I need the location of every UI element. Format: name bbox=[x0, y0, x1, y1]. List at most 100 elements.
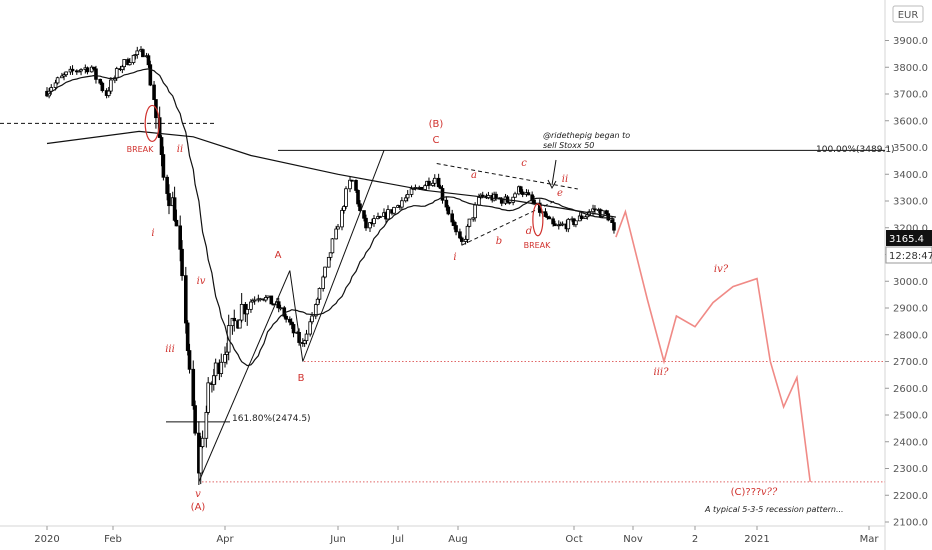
candle-body bbox=[432, 177, 437, 184]
moving-average-slow bbox=[46, 130, 616, 218]
candle-body bbox=[85, 67, 90, 73]
candle-body bbox=[600, 210, 605, 217]
candle-body bbox=[409, 188, 414, 195]
candle-body bbox=[543, 211, 548, 217]
candle-body bbox=[120, 66, 125, 70]
projection bbox=[615, 209, 811, 483]
candle-body bbox=[431, 182, 435, 186]
y-tick-label: 2200.0 bbox=[893, 491, 928, 502]
y-tick-label: 2800.0 bbox=[893, 330, 928, 341]
candle-body bbox=[148, 64, 153, 86]
x-tick-label: 2020 bbox=[34, 534, 59, 545]
wave-b-line bbox=[289, 270, 304, 362]
drawings bbox=[144, 104, 578, 483]
y-tick-label: 2700.0 bbox=[893, 357, 928, 368]
y-tick-label: 3900.0 bbox=[893, 36, 928, 47]
candle-body bbox=[513, 193, 517, 198]
candle-body bbox=[593, 208, 597, 211]
x-tick-label: Nov bbox=[623, 534, 643, 545]
sell-note-arrowhead bbox=[547, 179, 557, 190]
candle-body bbox=[326, 256, 331, 268]
y-tick-label: 2300.0 bbox=[893, 464, 928, 475]
candle-body bbox=[239, 304, 244, 321]
candle-body bbox=[340, 209, 344, 228]
candle-body bbox=[336, 226, 340, 230]
y-tick-label: 3800.0 bbox=[893, 63, 928, 74]
y-tick-label: 2400.0 bbox=[893, 437, 928, 448]
candle-body bbox=[392, 207, 396, 214]
candle-body bbox=[223, 354, 227, 363]
candle-body bbox=[131, 54, 136, 63]
wave-label: i bbox=[453, 252, 456, 263]
candle-body bbox=[178, 225, 183, 250]
candle-body bbox=[444, 199, 449, 208]
y-tick-label: 3400.0 bbox=[893, 170, 928, 181]
wave-label: A bbox=[275, 250, 282, 261]
candle-body bbox=[265, 295, 270, 298]
candle-body bbox=[452, 221, 456, 226]
wave-label: iv bbox=[197, 276, 206, 287]
candle-body bbox=[463, 238, 468, 242]
candle-body bbox=[127, 62, 132, 66]
wave-labels: BREAK iiiiiiivv(A)AB(B)CabcdeiiiBREAKiii?… bbox=[127, 119, 778, 513]
wave-label: a bbox=[471, 170, 477, 181]
candles bbox=[45, 46, 616, 486]
candle-body bbox=[308, 321, 313, 335]
candle-body bbox=[94, 68, 98, 80]
candle-body bbox=[438, 186, 443, 189]
currency-label: EUR bbox=[898, 10, 919, 21]
y-tick-label: 3700.0 bbox=[893, 90, 928, 101]
candle-body bbox=[174, 219, 179, 227]
candle-body bbox=[200, 437, 205, 447]
candle-body bbox=[249, 301, 253, 310]
candle-body bbox=[191, 368, 196, 407]
candle-body bbox=[386, 209, 390, 220]
candle-body bbox=[206, 382, 211, 413]
x-tick-label: Mar bbox=[860, 534, 880, 545]
fib-upper-label: 100.00%(3489.1) bbox=[816, 145, 895, 155]
candle-body bbox=[92, 66, 96, 70]
x-tick-label: Aug bbox=[448, 534, 468, 545]
candle-body bbox=[520, 191, 525, 195]
candle-body bbox=[547, 216, 552, 220]
wave-label: ii bbox=[177, 144, 183, 155]
wave-label: b bbox=[496, 236, 502, 247]
candle-body bbox=[180, 248, 184, 277]
candle-body bbox=[328, 252, 333, 258]
candle-body bbox=[606, 213, 611, 221]
candle-body bbox=[358, 203, 362, 211]
currency-badge[interactable]: EUR bbox=[892, 5, 924, 23]
candle-body bbox=[477, 197, 481, 206]
candle-body bbox=[427, 180, 431, 186]
footer-note: A typical 5-3-5 recession pattern... bbox=[704, 505, 844, 514]
fib-lower-label: 161.80%(2474.5) bbox=[232, 414, 311, 424]
candle-body bbox=[317, 288, 322, 300]
candle-body bbox=[152, 84, 156, 100]
countdown-tag-box bbox=[885, 246, 932, 264]
candle-body bbox=[583, 216, 588, 219]
wave-label: e bbox=[557, 188, 563, 199]
candle-body bbox=[400, 200, 404, 208]
candle-body bbox=[183, 275, 188, 324]
candle-body bbox=[350, 179, 354, 182]
candle-body bbox=[405, 194, 410, 199]
candle-body bbox=[310, 315, 314, 323]
candle-body bbox=[79, 69, 83, 72]
sell-note-line2: sell Stoxx 50 bbox=[543, 141, 594, 150]
wave-label: C bbox=[433, 135, 440, 146]
y-tick-label: 3000.0 bbox=[893, 277, 928, 288]
triangle-lower-line bbox=[461, 200, 556, 246]
candle-body bbox=[313, 304, 318, 317]
candle-body bbox=[356, 190, 360, 205]
candle-body bbox=[454, 225, 458, 233]
candle-body bbox=[106, 90, 111, 96]
candle-body bbox=[372, 218, 376, 225]
candle-body bbox=[458, 231, 462, 239]
candle-body bbox=[403, 197, 408, 202]
x-tick-label: 2 bbox=[692, 534, 698, 545]
candle-body bbox=[77, 70, 81, 73]
candle-body bbox=[165, 176, 169, 194]
candle-body bbox=[185, 322, 190, 351]
